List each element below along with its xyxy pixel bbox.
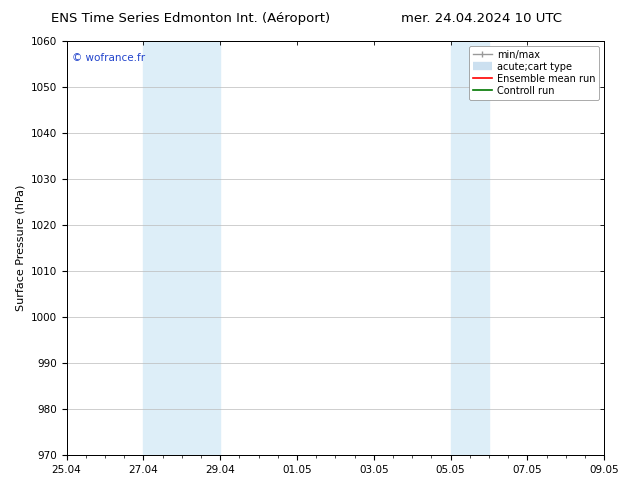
Text: © wofrance.fr: © wofrance.fr [72,53,145,64]
Text: ENS Time Series Edmonton Int. (Aéroport): ENS Time Series Edmonton Int. (Aéroport) [51,12,330,25]
Bar [143,41,220,455]
Bar [451,41,489,455]
Y-axis label: Surface Pressure (hPa): Surface Pressure (hPa) [15,185,25,311]
Text: mer. 24.04.2024 10 UTC: mer. 24.04.2024 10 UTC [401,12,562,25]
Legend: min/max, acute;cart type, Ensemble mean run, Controll run: min/max, acute;cart type, Ensemble mean … [469,46,599,99]
